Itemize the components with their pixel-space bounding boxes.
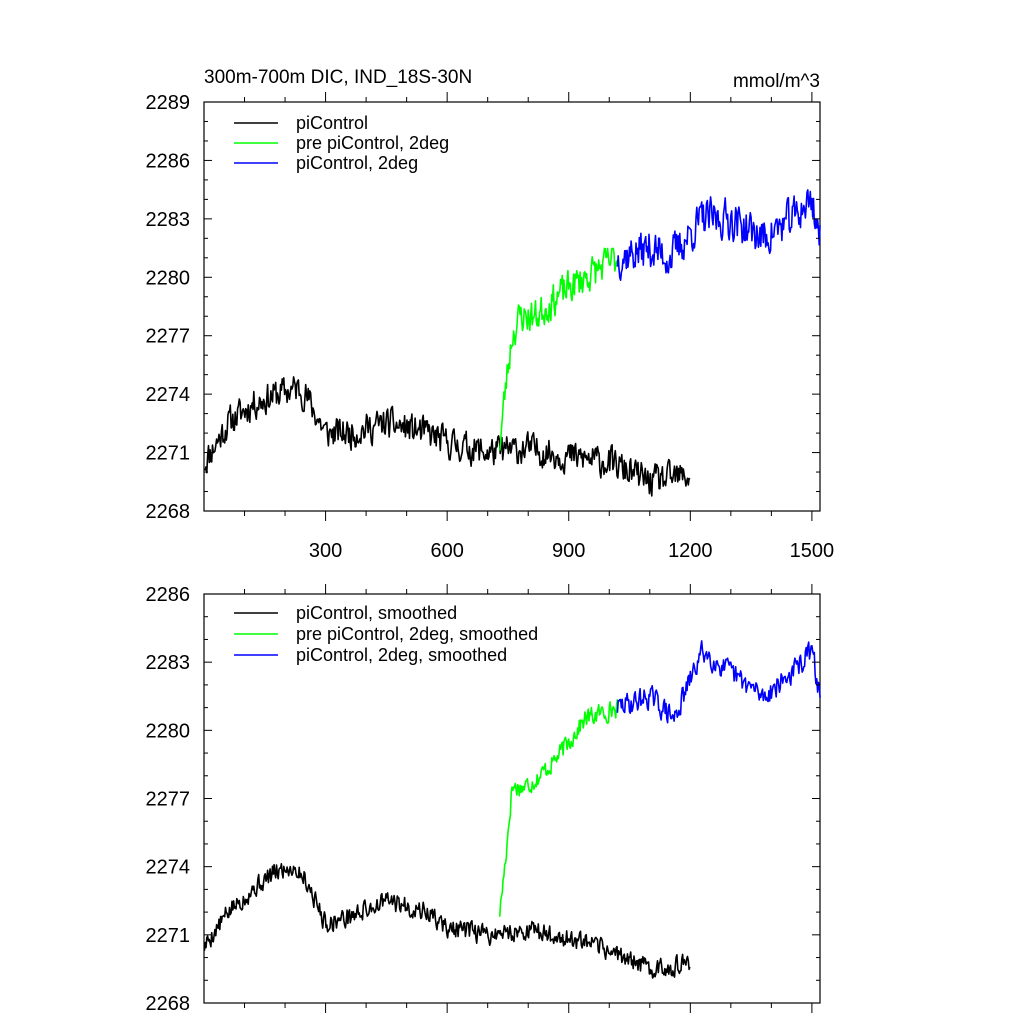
chart-top-xtick-label: 600 [430, 540, 463, 562]
chart-top-plot-area [203, 101, 821, 512]
chart-top-units: mmol/m^3 [733, 71, 820, 92]
chart-top-xtick-label: 1200 [668, 540, 713, 562]
chart-top-series-1 [499, 247, 619, 451]
chart-top-ytick-label: 2283 [146, 209, 191, 231]
chart-top-title: 300m-700m DIC, IND_18S-30N [204, 67, 472, 88]
chart-bottom-axes: 2268 2271 2274 2277 2280 2283 2286 [146, 584, 820, 1015]
chart-top-ytick-label: 2268 [146, 501, 191, 523]
legend-label-picontrol: piControl [296, 113, 368, 133]
chart-bottom: 2268 2271 2274 2277 2280 2283 2286 piControl, … [146, 584, 821, 1015]
chart-bottom-series-0 [203, 862, 691, 979]
chart-top-series [204, 189, 821, 497]
chart-top-ytick-label: 2289 [146, 92, 191, 114]
chart-bottom-series-1 [499, 699, 619, 917]
chart-top-frame [203, 101, 821, 512]
chart-bottom-ytick-label: 2283 [146, 652, 191, 674]
legend-label-picontrol-2deg: piControl, 2deg [296, 153, 418, 173]
chart-top-axes: 2268 2271 2274 2277 2280 2283 2286 2289 300 600 90… [146, 92, 835, 562]
chart-bottom-legend: piControl, smoothed pre piControl, 2deg,… [234, 603, 538, 665]
chart-top-ytick-label: 2277 [146, 326, 191, 348]
chart-bottom-ytick-label: 2271 [146, 925, 191, 947]
chart-top-series-2 [616, 189, 821, 282]
legend-label-pre-picontrol-2deg-smoothed: pre piControl, 2deg, smoothed [296, 624, 538, 644]
legend-label-pre-picontrol-2deg: pre piControl, 2deg [296, 133, 449, 153]
chart-bottom-ytick-label: 2280 [146, 720, 191, 742]
chart-top-ytick-label: 2274 [146, 384, 191, 406]
chart-top-ytick-label: 2271 [146, 443, 191, 465]
chart-bottom-ytick-label: 2286 [146, 584, 191, 606]
chart-top-series-0 [204, 376, 691, 497]
legend-label-picontrol-smoothed: piControl, smoothed [296, 603, 457, 623]
chart-bottom-series-2 [616, 640, 821, 724]
chart-bottom-ytick-label: 2277 [146, 789, 191, 811]
chart-top-legend: piControl pre piControl, 2deg piControl,… [234, 113, 449, 173]
chart-top-ytick-label: 2286 [146, 150, 191, 172]
chart-bottom-ytick-label: 2268 [146, 993, 191, 1015]
chart-top-xtick-label: 900 [552, 540, 585, 562]
legend-label-picontrol-2deg-smoothed: piControl, 2deg, smoothed [296, 645, 507, 665]
chart-bottom-series [203, 640, 821, 979]
chart-top-ytick-label: 2280 [146, 267, 191, 289]
chart-bottom-ytick-label: 2274 [146, 857, 191, 879]
chart-top-xtick-label: 300 [309, 540, 342, 562]
chart-top-xtick-label: 1500 [790, 540, 835, 562]
chart-top: 300m-700m DIC, IND_18S-30N mmol/m^3 2268… [146, 67, 835, 562]
